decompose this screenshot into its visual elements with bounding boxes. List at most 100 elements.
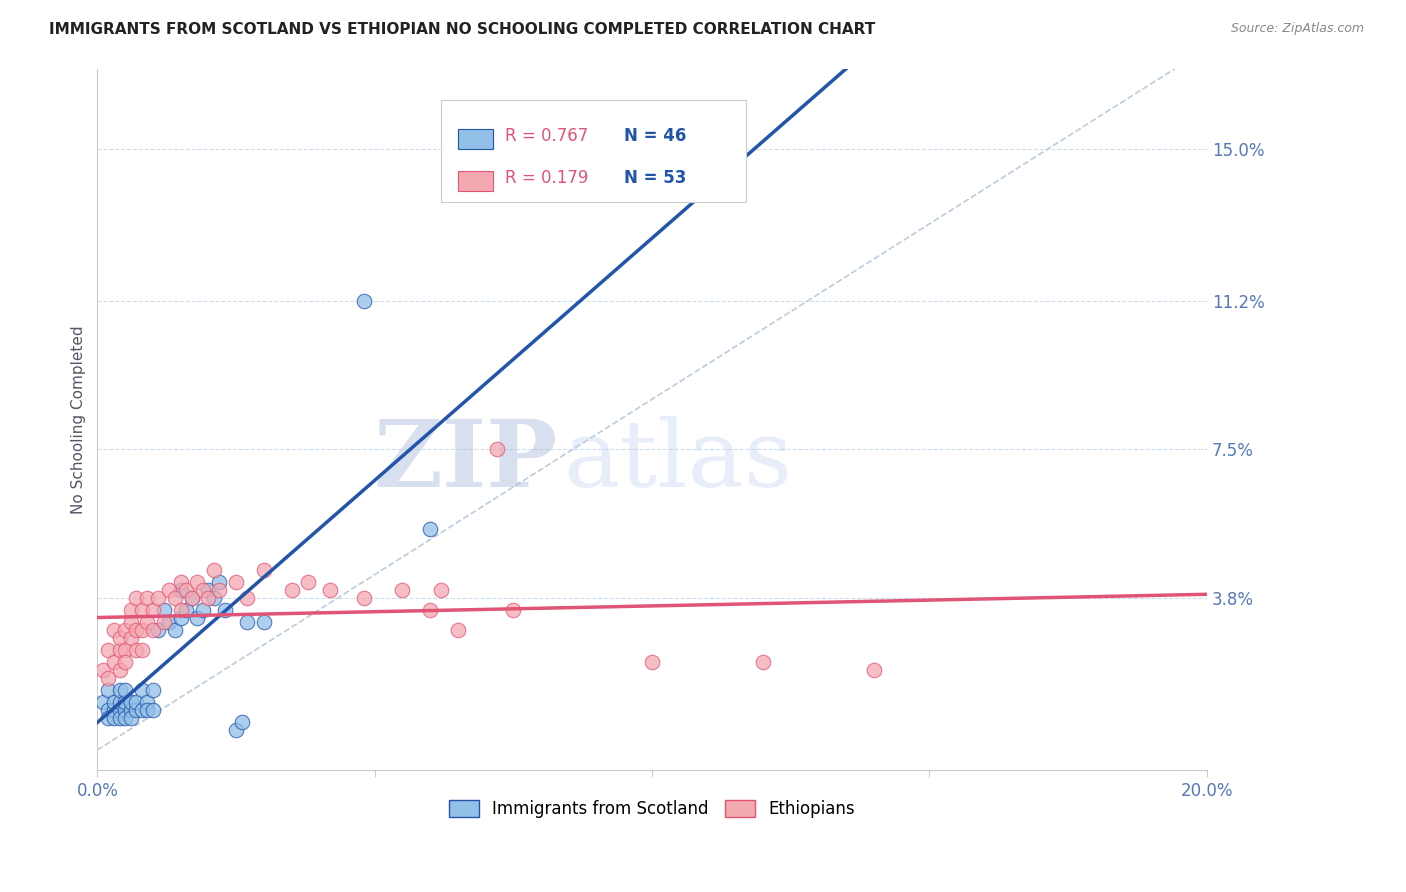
Point [142,703,165,717]
Point [174,582,197,597]
Text: N = 53: N = 53 [624,169,686,186]
Point [136,591,159,605]
Point [125,695,148,709]
Point [114,703,136,717]
Point [159,615,181,629]
Point [202,563,225,577]
Point [186,574,208,589]
Point [148,591,170,605]
Point [391,582,413,597]
Y-axis label: No Schooling Completed: No Schooling Completed [72,325,86,514]
Point [169,574,191,589]
Point [863,663,886,677]
Point [108,711,131,725]
Point [114,695,136,709]
Point [180,591,202,605]
Point [353,591,375,605]
Point [197,591,219,605]
Point [120,602,142,616]
Text: R = 0.179: R = 0.179 [505,169,588,186]
Point [131,602,153,616]
FancyBboxPatch shape [458,171,494,191]
Point [108,695,131,709]
Point [163,623,186,637]
Point [131,703,153,717]
Point [430,582,453,597]
Point [169,582,191,597]
FancyBboxPatch shape [441,100,747,202]
Point [163,591,186,605]
Point [153,602,176,616]
Point [108,682,131,697]
Point [641,655,664,669]
Point [97,671,120,685]
Point [120,711,142,725]
Point [108,642,131,657]
Point [131,682,153,697]
Point [174,602,197,616]
Point [253,563,276,577]
Point [114,682,136,697]
Point [97,703,120,717]
Point [148,623,170,637]
Point [125,642,148,657]
Point [120,695,142,709]
Point [125,591,148,605]
Point [502,602,524,616]
Point [159,582,181,597]
Point [202,591,225,605]
Point [319,582,342,597]
Point [114,711,136,725]
Point [120,631,142,645]
Point [131,642,153,657]
FancyBboxPatch shape [458,129,494,149]
Point [125,623,148,637]
Point [103,655,125,669]
Text: IMMIGRANTS FROM SCOTLAND VS ETHIOPIAN NO SCHOOLING COMPLETED CORRELATION CHART: IMMIGRANTS FROM SCOTLAND VS ETHIOPIAN NO… [49,22,876,37]
Point [191,582,214,597]
Point [180,591,202,605]
Point [114,623,136,637]
Point [208,574,231,589]
Point [131,623,153,637]
Point [103,695,125,709]
Point [136,703,159,717]
Point [153,615,176,629]
Point [136,695,159,709]
Point [169,602,191,616]
Text: Source: ZipAtlas.com: Source: ZipAtlas.com [1230,22,1364,36]
Point [120,615,142,629]
Point [114,642,136,657]
Point [108,703,131,717]
Text: ZIP: ZIP [374,417,558,507]
Text: atlas: atlas [564,417,793,507]
Point [197,582,219,597]
Point [91,663,114,677]
Point [752,655,775,669]
Text: R = 0.767: R = 0.767 [505,127,588,145]
Point [236,615,259,629]
Text: N = 46: N = 46 [624,127,686,145]
Point [120,703,142,717]
Point [280,582,302,597]
Point [108,631,131,645]
Point [214,602,236,616]
Point [91,695,114,709]
Point [103,623,125,637]
Point [108,663,131,677]
Point [419,523,441,537]
Point [447,623,470,637]
Point [97,711,120,725]
Point [103,711,125,725]
Point [186,610,208,624]
Point [231,714,253,729]
Point [191,602,214,616]
Point [236,591,259,605]
Point [208,582,231,597]
Point [353,293,375,308]
Legend: Immigrants from Scotland, Ethiopians: Immigrants from Scotland, Ethiopians [443,793,862,825]
Point [297,574,319,589]
Point [136,615,159,629]
Point [225,723,247,737]
Point [419,602,441,616]
